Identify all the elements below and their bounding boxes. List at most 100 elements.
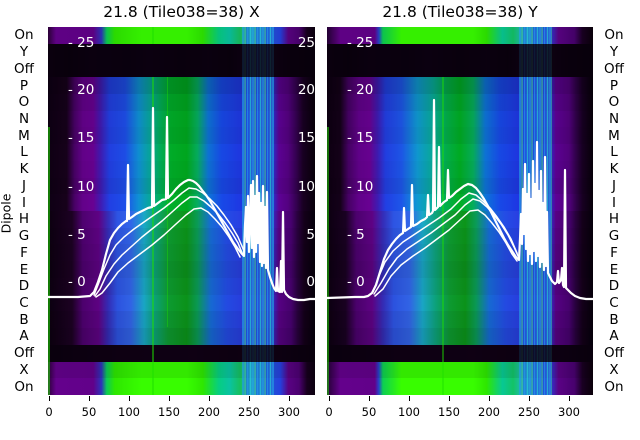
dipole-label-left-h-11: H — [18, 211, 30, 228]
dipole-label-right-j-9: J — [612, 177, 616, 194]
x-tick-mark — [329, 396, 331, 401]
dipole-label-right-d-15: D — [608, 278, 620, 295]
dipole-label-left-y-1: Y — [19, 44, 29, 61]
dipole-label-left-p-3: P — [19, 77, 29, 94]
dipole-label-right-on-21: On — [604, 378, 624, 395]
inner-scale-label-left: - 5 — [347, 227, 365, 243]
green-channel-line — [152, 27, 154, 44]
inner-scale-label-right: 0 — [306, 274, 315, 290]
dark-band-overlay — [327, 43, 593, 78]
dipole-label-left-on-0: On — [14, 27, 34, 44]
inner-scale-label-left: - 15 — [68, 130, 95, 146]
overlay-band-3 — [374, 209, 518, 297]
dipole-label-right-m-6: M — [608, 127, 620, 144]
x-tick-label: 100 — [118, 405, 140, 419]
inner-scale-label-left: - 25 — [68, 35, 95, 51]
dark-band-overlay — [48, 43, 315, 78]
dipole-label-right-o-4: O — [608, 94, 620, 111]
x-tick-mark — [409, 396, 411, 401]
overlay-band-2 — [94, 196, 244, 297]
x-tick-mark — [49, 396, 51, 401]
dipole-label-left-i-10: I — [22, 194, 26, 211]
x-tick-mark — [369, 396, 371, 401]
dipole-label-left-b-17: B — [19, 311, 29, 328]
dark-band-overlay — [48, 344, 315, 362]
x-tick-label: 0 — [325, 405, 333, 419]
overlay-curve-y — [327, 98, 593, 301]
dipole-label-left-m-6: M — [18, 127, 30, 144]
x-tick-mark — [569, 396, 571, 401]
panel-x-title: 21.8 (Tile038=38) X — [103, 3, 260, 21]
dipole-label-right-y-1: Y — [609, 44, 619, 61]
x-tick-mark — [529, 396, 531, 401]
dipole-label-left-x-20: X — [19, 361, 29, 378]
dipole-label-right-off-2: Off — [604, 60, 624, 77]
dipole-label-right-a-18: A — [609, 328, 619, 345]
dipole-label-left-l-7: L — [20, 144, 28, 161]
x-tick-mark — [289, 396, 291, 401]
dipole-label-right-h-11: H — [608, 211, 620, 228]
x-tick-label: 200 — [478, 405, 500, 419]
inner-scale-label-left: - 10 — [347, 179, 374, 195]
x-tick-label: 250 — [238, 405, 260, 419]
overlay-band-3 — [95, 207, 241, 298]
inner-scale-label-right: 5 — [306, 227, 315, 243]
x-tick-label: 50 — [361, 405, 377, 419]
x-tick-mark — [89, 396, 91, 401]
dark-band-overlay — [327, 344, 593, 362]
inner-scale-label-right: 20 — [297, 82, 315, 98]
green-channel-line — [442, 77, 444, 395]
x-tick-label: 0 — [45, 405, 53, 419]
x-tick-label: 50 — [81, 405, 97, 419]
dipole-label-right-l-7: L — [610, 144, 618, 161]
inner-scale-label-right: 25 — [297, 35, 315, 51]
overlay-band-1 — [93, 187, 245, 296]
inner-scale-label-left: - 20 — [347, 82, 374, 98]
dipole-label-left-o-4: O — [18, 94, 30, 111]
dipole-label-left-c-16: C — [19, 295, 29, 311]
dipole-label-left-e-14: E — [19, 261, 29, 278]
dipole-label-left-f-13: F — [20, 244, 28, 261]
inner-scale-label-left: - 0 — [347, 274, 365, 290]
x-tick-label: 150 — [158, 405, 180, 419]
dipole-label-right-k-8: K — [609, 161, 619, 178]
x-tick-label: 200 — [198, 405, 220, 419]
dipole-label-left-k-8: K — [19, 161, 29, 178]
green-channel-line — [327, 127, 329, 395]
dipole-label-left-d-15: D — [18, 278, 30, 295]
inner-scale-label-right: 15 — [297, 130, 315, 146]
dipole-label-left-n-5: N — [18, 111, 30, 127]
dipole-label-left-on-21: On — [14, 378, 34, 395]
inner-scale-label-left: - 15 — [347, 130, 374, 146]
dipole-label-right-c-16: C — [609, 295, 619, 311]
panel-y-title: 21.8 (Tile038=38) Y — [382, 3, 538, 21]
heatmap-panel-x: - 25 25 - 20 20 - 15 15 - 10 10 - 5 5 - 0 0 — [48, 27, 315, 395]
inner-scale-label-left: - 0 — [68, 274, 86, 290]
x-tick-label: 300 — [278, 405, 300, 419]
green-channel-line — [152, 77, 154, 395]
green-channel-line — [48, 127, 50, 395]
dipole-label-right-e-14: E — [609, 261, 619, 278]
inner-scale-label-left: - 25 — [347, 35, 374, 51]
x-tick-mark — [449, 396, 451, 401]
dipole-label-right-x-20: X — [609, 361, 619, 378]
x-tick-mark — [489, 396, 491, 401]
dipole-label-right-b-17: B — [609, 311, 619, 328]
inner-scale-label-left: - 10 — [68, 179, 95, 195]
dipole-label-right-off-19: Off — [604, 345, 624, 362]
x-tick-mark — [129, 396, 131, 401]
inner-scale-label-right: 10 — [297, 179, 315, 195]
green-channel-line — [167, 77, 169, 327]
x-tick-mark — [209, 396, 211, 401]
inner-scale-label-left: - 5 — [68, 227, 86, 243]
dipole-label-left-j-9: J — [22, 177, 26, 194]
overlay-main — [327, 98, 593, 301]
dipole-label-left-off-2: Off — [14, 60, 34, 77]
x-tick-label: 250 — [518, 405, 540, 419]
overlay-main — [48, 106, 315, 302]
dipole-label-left-g-12: G — [18, 228, 30, 245]
inner-scale-label-left: - 20 — [68, 82, 95, 98]
dipole-label-left-off-19: Off — [14, 345, 34, 362]
dipole-label-right-i-10: I — [612, 194, 616, 211]
